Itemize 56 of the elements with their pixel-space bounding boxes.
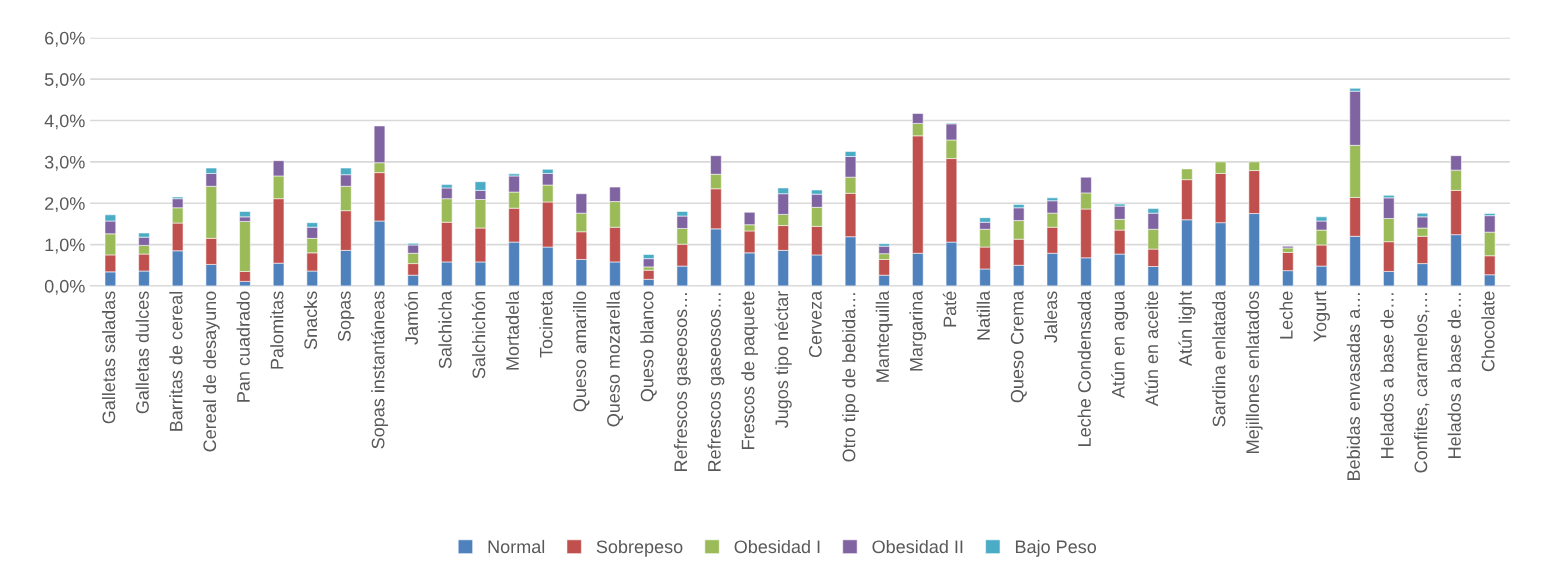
y-tick-label: 3,0%	[44, 155, 85, 171]
x-tick-label: Sopas instantáneas	[370, 291, 389, 449]
x-tick-label: Yogurt	[1313, 290, 1330, 342]
x-tick-label: Cereal de desayuno	[202, 291, 220, 452]
legend-label: Obesidad I	[734, 539, 820, 554]
x-tick-label: Sardina enlatada	[1212, 290, 1226, 427]
legend-label: Bajo Peso	[1015, 539, 1097, 557]
y-tick-label: 0,0%	[44, 279, 85, 295]
x-tick-label: Chocolate	[1481, 291, 1495, 372]
legend-label: Obesidad II	[872, 539, 963, 554]
x-tick-label: Frescos de paquete	[741, 291, 758, 449]
y-tick-label: 6,0%	[45, 31, 85, 47]
x-tick-label: Mantequilla	[875, 290, 893, 382]
bar	[642, 258, 655, 268]
x-tick-label: Queso amarillo	[572, 291, 590, 412]
x-tick-label: Galletas dulces	[135, 291, 149, 414]
x-tick-label: Atún en agua	[1111, 290, 1129, 399]
x-tick-label: Confites, caramelos,…	[1414, 293, 1430, 473]
x-tick-label: Queso blanco	[640, 291, 657, 402]
x-tick-label: Sopas	[337, 291, 355, 342]
x-tick-label: Pan cuadrado	[236, 291, 250, 402]
x-tick-label: Salchichón	[471, 291, 486, 379]
x-tick-label: Mortadela	[505, 290, 519, 370]
x-tick-label: Queso Crema	[1010, 290, 1027, 403]
x-tick-label: Mejillones enlatados	[1245, 291, 1263, 453]
x-tick-label: Otro tipo de bebida…	[842, 293, 859, 462]
y-tick-label: 4,0%	[44, 114, 85, 130]
legend-label: Normal	[488, 539, 545, 554]
x-tick-label: Galletas saladas	[101, 291, 116, 424]
bar	[239, 211, 251, 218]
y-tick-label: 5,0%	[44, 73, 85, 89]
x-tick-label: Queso mozarella	[606, 290, 624, 427]
x-tick-label: Atún light	[1178, 290, 1196, 367]
x-tick-label: Cerveza	[808, 290, 822, 358]
x-tick-label: Atún en aceite	[1144, 291, 1159, 407]
x-tick-label: Jaleas	[1043, 291, 1058, 343]
legend-label: Sobrepeso	[596, 539, 683, 557]
x-tick-label: Leche Condensada	[1077, 290, 1091, 446]
x-tick-label: Barritas de cereal	[169, 291, 183, 431]
x-tick-label: Paté	[942, 291, 957, 327]
x-tick-label: Refrescos gaseosos…	[673, 293, 691, 471]
x-tick-label: Jamón	[404, 291, 419, 345]
x-tick-label: Helados a base de…	[1380, 293, 1394, 458]
x-tick-label: Margarina	[909, 290, 927, 371]
x-tick-label: Natilla	[976, 290, 990, 340]
x-tick-label: Refrescos gaseosos…	[707, 293, 725, 471]
y-tick-label: 2,0%	[45, 197, 85, 213]
x-tick-label: Tocineta	[539, 290, 553, 358]
x-tick-label: Palomitas	[270, 291, 284, 369]
y-tick-label: 1,0%	[45, 238, 85, 254]
x-tick-label: Jugos tipo néctar	[774, 291, 792, 428]
x-tick-label: Snacks	[303, 291, 318, 350]
x-tick-label: Leche	[1279, 291, 1293, 339]
x-tick-label: Bebidas envasadas a…	[1346, 293, 1360, 481]
x-tick-label: Helados a base de…	[1447, 293, 1461, 458]
x-tick-label: Salchicha	[438, 290, 452, 369]
